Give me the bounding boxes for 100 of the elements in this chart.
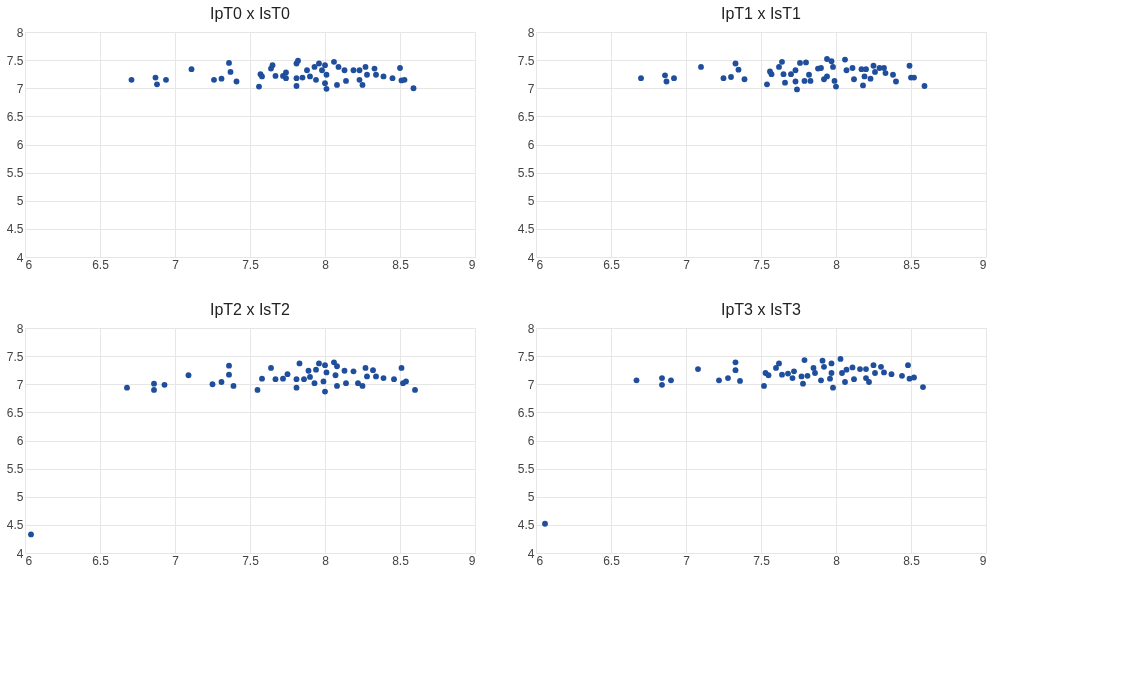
- point: [335, 63, 342, 70]
- point: [341, 367, 348, 374]
- point: [293, 376, 300, 383]
- point: [906, 62, 913, 69]
- y-tick-label: 4: [527, 546, 535, 561]
- point: [211, 76, 217, 83]
- x-tick-label: 6.5: [603, 553, 621, 568]
- point: [272, 376, 279, 383]
- point: [849, 364, 856, 371]
- y-tick-label: 4.5: [6, 518, 24, 533]
- point: [334, 81, 340, 88]
- point: [698, 63, 704, 70]
- point: [332, 372, 339, 379]
- y-tick-label: 5.5: [517, 166, 535, 181]
- point: [542, 520, 548, 527]
- point: [296, 360, 303, 367]
- y-tick-label: 6: [527, 434, 535, 448]
- point: [735, 66, 742, 73]
- point: [355, 380, 361, 387]
- y-tick-label: 5: [527, 490, 535, 505]
- point: [863, 66, 869, 73]
- point: [659, 381, 665, 388]
- y-tick-label: 8: [16, 321, 24, 336]
- point: [370, 367, 376, 374]
- point: [322, 388, 328, 395]
- point: [311, 63, 318, 70]
- point: [293, 75, 300, 82]
- point: [254, 386, 261, 393]
- point: [797, 60, 803, 66]
- y-tick-label: 7.5: [6, 349, 24, 364]
- point: [779, 371, 785, 378]
- point: [728, 74, 734, 80]
- point: [397, 65, 403, 71]
- y-tick-label: 5: [16, 194, 24, 209]
- point: [828, 58, 835, 65]
- y-tick-label: 5: [527, 194, 535, 209]
- point: [307, 374, 313, 380]
- point: [671, 75, 677, 82]
- point: [364, 71, 370, 78]
- point: [761, 383, 767, 389]
- y-tick-label: 6.5: [517, 109, 535, 124]
- y-tick-label: 8: [16, 25, 24, 40]
- y-tick-label: 4.5: [517, 518, 535, 533]
- chart-title: IpT1 x IsT1: [720, 5, 802, 22]
- point: [863, 366, 869, 372]
- point: [188, 66, 195, 73]
- point: [124, 384, 130, 391]
- point: [782, 79, 788, 86]
- y-tick-label: 7.5: [517, 349, 535, 364]
- point: [776, 360, 782, 367]
- point: [331, 58, 337, 65]
- point: [881, 65, 887, 71]
- point: [307, 73, 313, 80]
- x-tick-label: 7.5: [242, 553, 260, 568]
- x-tick-label: 6.5: [92, 257, 110, 272]
- point: [272, 72, 279, 79]
- point: [256, 83, 262, 90]
- x-tick-label: 9: [979, 553, 987, 568]
- point: [343, 380, 349, 387]
- x-tick-label: 6.5: [603, 257, 621, 272]
- point: [350, 368, 357, 375]
- point: [695, 366, 701, 372]
- point: [780, 71, 787, 78]
- point: [807, 78, 814, 84]
- point: [792, 67, 799, 74]
- point: [227, 69, 234, 75]
- point: [209, 381, 216, 388]
- point: [311, 380, 318, 387]
- y-tick-label: 7.5: [6, 53, 24, 68]
- point: [839, 370, 845, 376]
- point: [851, 76, 857, 83]
- y-tick-label: 4.5: [6, 222, 24, 237]
- point: [268, 365, 274, 371]
- y-tick-label: 6: [527, 138, 535, 152]
- point: [776, 63, 782, 70]
- point: [818, 377, 824, 384]
- y-tick-label: 7: [16, 377, 24, 392]
- y-tick-label: 4: [527, 250, 535, 265]
- point: [28, 531, 34, 538]
- point: [293, 83, 300, 89]
- point: [819, 357, 826, 364]
- x-tick-label: 9: [468, 257, 476, 272]
- x-tick-label: 7.5: [753, 257, 771, 272]
- point: [334, 363, 340, 370]
- point: [319, 67, 325, 74]
- point: [373, 373, 379, 380]
- point: [633, 377, 640, 384]
- point: [716, 377, 722, 384]
- y-tick-label: 5.5: [517, 462, 535, 477]
- point: [800, 380, 806, 387]
- point: [798, 373, 805, 380]
- y-tick-label: 5: [16, 490, 24, 505]
- chart-title: IpT3 x IsT3: [720, 301, 802, 318]
- point: [792, 78, 799, 85]
- x-tick-label: 7: [683, 553, 691, 568]
- x-tick-label: 7.5: [242, 257, 260, 272]
- point: [833, 83, 839, 90]
- point: [305, 367, 312, 374]
- point: [638, 75, 644, 82]
- point: [720, 75, 727, 82]
